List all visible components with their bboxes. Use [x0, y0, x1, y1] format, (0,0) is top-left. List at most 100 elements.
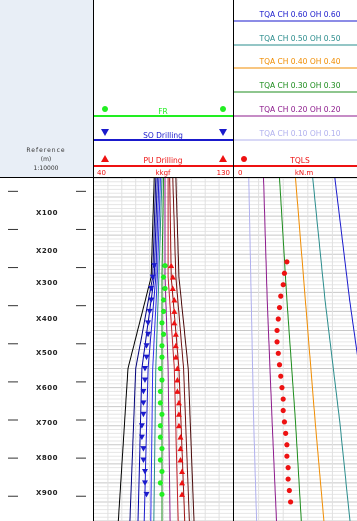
hookload-model-curve — [172, 177, 190, 521]
fr-marker — [157, 457, 164, 463]
hookload-model-curve — [153, 177, 163, 521]
depth-label: X700 — [36, 419, 58, 427]
tqls-marker — [286, 487, 292, 494]
tqls-marker — [274, 339, 280, 345]
fr-marker — [160, 308, 167, 314]
so-drilling-marker — [140, 446, 147, 452]
tqls-marker — [284, 442, 290, 448]
pu-drilling-marker — [171, 319, 178, 326]
so-drilling-marker — [146, 308, 153, 315]
hookload-model-curve — [117, 177, 155, 521]
so-drilling-marker — [148, 297, 155, 303]
tqls-marker — [284, 259, 290, 265]
pu-drilling-marker — [169, 274, 176, 280]
tqls-marker — [280, 282, 286, 288]
tqls-marker — [281, 270, 288, 276]
tqls-marker — [275, 316, 281, 322]
tqls-marker — [278, 373, 284, 379]
tqls-marker — [285, 476, 291, 482]
fr-legend-marker-left — [102, 106, 108, 112]
fr-marker — [160, 331, 167, 337]
reference-header-bg — [0, 0, 93, 178]
so-drilling-marker — [151, 263, 158, 269]
tqls-legend-marker — [241, 156, 247, 162]
pu-drilling-marker — [172, 342, 179, 349]
hookload-model-curve — [143, 177, 160, 521]
tqa-060-legend-label: TQA CH 0.60 OH 0.60 — [259, 10, 341, 19]
pu-drilling-marker — [168, 262, 175, 269]
pu-drilling-marker — [174, 376, 181, 383]
right-legend: TQA CH 0.60 OH 0.60 TQA CH 0.50 OH 0.50 … — [234, 10, 357, 177]
depth-label: X200 — [36, 247, 58, 255]
fr-marker — [159, 468, 165, 475]
tqls-marker — [275, 350, 281, 356]
so-drilling-marker — [138, 423, 145, 429]
left-scale-max: 130 — [217, 169, 230, 177]
pu-drilling-marker — [169, 285, 176, 292]
fr-marker — [157, 423, 164, 429]
depth-label: X400 — [36, 315, 58, 323]
so-drilling-marker — [140, 411, 147, 418]
fr-marker — [159, 320, 165, 326]
fr-marker — [157, 480, 164, 486]
depth-labels: X100 X200 X300 X400 X500 X600 X700 X800 … — [36, 209, 58, 497]
hookload-model-curve — [175, 177, 195, 521]
reference-unit: (m) — [41, 156, 52, 163]
fr-marker — [159, 377, 165, 383]
tqa-050-legend-label: TQA CH 0.50 OH 0.50 — [259, 34, 341, 43]
left-legend: FR SO Drilling PU Drilling 40 kkgf 130 — [94, 106, 233, 177]
torque-model-curve — [279, 177, 302, 521]
tqls-marker — [274, 327, 280, 334]
so-drilling-marker — [143, 354, 150, 361]
so-drilling-marker — [143, 491, 150, 498]
tqls-marker — [281, 419, 288, 425]
pu-drilling-marker — [175, 399, 182, 406]
so-drilling-marker — [141, 468, 148, 475]
depth-label: X300 — [36, 279, 58, 287]
so-drilling-marker — [141, 377, 148, 383]
fr-marker — [157, 388, 164, 395]
pu-legend-label: PU Drilling — [143, 156, 182, 165]
hookload-model-curve — [164, 178, 171, 521]
pu-legend-marker-right — [219, 155, 227, 162]
torque-model-curve — [312, 177, 351, 521]
hookload-model-curve — [169, 178, 186, 521]
fr-marker — [162, 263, 168, 269]
so-drilling-marker — [140, 388, 147, 395]
so-drilling-marker — [138, 434, 145, 441]
pu-drilling-marker — [179, 491, 186, 497]
tqa-030-legend-label: TQA CH 0.30 OH 0.30 — [259, 81, 341, 90]
hookload-model-curve — [150, 177, 161, 521]
so-drilling-marker — [145, 331, 152, 338]
so-drilling-marker — [141, 366, 148, 372]
pu-drilling-marker — [179, 479, 186, 486]
pu-drilling-marker — [177, 445, 184, 452]
so-drilling-marker — [140, 457, 147, 464]
fr-marker — [159, 491, 165, 497]
fr-marker — [162, 285, 168, 292]
right-scale-unit: kN.m — [295, 169, 314, 177]
hookload-model-curve — [129, 177, 157, 521]
so-legend-marker-right — [219, 129, 227, 136]
reference-scale: 1:10000 — [34, 165, 59, 172]
so-drilling-marker — [145, 320, 152, 326]
so-legend-label: SO Drilling — [143, 131, 183, 140]
tqa-020-legend-label: TQA CH 0.20 OH 0.20 — [259, 105, 341, 114]
pu-drilling-marker — [172, 331, 179, 337]
torque-model-curve — [248, 178, 258, 521]
so-drilling-marker — [149, 274, 156, 281]
pu-legend-marker-left — [101, 155, 109, 162]
so-drilling-marker — [143, 343, 150, 349]
left-scale-unit: kkgf — [155, 169, 171, 177]
tqa-010-legend-label: TQA CH 0.10 OH 0.10 — [259, 129, 341, 138]
tqls-marker — [276, 362, 283, 368]
pu-drilling-marker — [174, 388, 181, 394]
fr-marker — [157, 400, 164, 406]
depth-label: X500 — [36, 349, 58, 357]
fr-legend-marker-right — [220, 106, 226, 112]
depth-label: X900 — [36, 489, 58, 497]
hookload-model-curve — [167, 178, 179, 521]
depth-label: X100 — [36, 209, 58, 217]
pu-drilling-marker — [179, 468, 186, 474]
